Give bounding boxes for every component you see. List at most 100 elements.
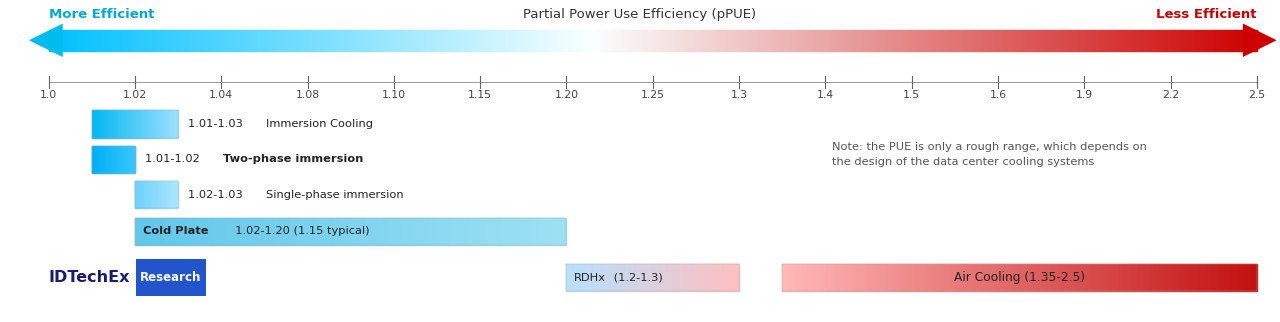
Bar <box>584 30 586 51</box>
Bar <box>308 30 311 51</box>
Bar <box>582 264 584 291</box>
Bar <box>666 264 667 291</box>
Bar <box>956 264 960 291</box>
Bar <box>804 30 806 51</box>
Bar <box>617 30 620 51</box>
Bar <box>686 264 687 291</box>
Bar <box>1166 264 1170 291</box>
Bar <box>250 218 253 245</box>
Bar <box>730 264 731 291</box>
Bar <box>306 30 308 51</box>
Bar <box>884 264 890 291</box>
Bar <box>169 30 173 51</box>
Bar <box>1087 264 1091 291</box>
Bar <box>572 264 573 291</box>
Bar <box>556 30 559 51</box>
Bar <box>493 30 495 51</box>
Bar <box>228 218 232 245</box>
Bar <box>1084 30 1088 51</box>
Bar <box>1103 30 1106 51</box>
Bar <box>922 30 924 51</box>
Bar <box>498 218 502 245</box>
Bar <box>1115 264 1119 291</box>
Bar <box>1091 264 1094 291</box>
Bar <box>275 218 279 245</box>
Bar <box>91 30 93 51</box>
Bar <box>632 264 634 291</box>
Bar <box>1020 264 1024 291</box>
Bar <box>278 30 282 51</box>
Bar <box>556 218 559 245</box>
Bar <box>214 218 218 245</box>
Bar <box>188 30 191 51</box>
Bar <box>995 30 997 51</box>
Text: 1.0: 1.0 <box>40 90 58 100</box>
Bar <box>676 264 677 291</box>
Bar <box>904 30 906 51</box>
Bar <box>1030 30 1033 51</box>
Bar <box>1134 264 1138 291</box>
Bar <box>594 264 595 291</box>
Bar <box>355 218 358 245</box>
Bar <box>822 264 826 291</box>
Bar <box>575 264 576 291</box>
Bar <box>351 218 355 245</box>
Bar <box>640 264 641 291</box>
Bar <box>1051 264 1055 291</box>
Bar <box>387 218 390 245</box>
Bar <box>664 30 668 51</box>
Bar <box>337 218 340 245</box>
Bar <box>362 30 366 51</box>
Bar <box>873 264 877 291</box>
Bar <box>599 30 602 51</box>
Bar <box>562 30 566 51</box>
Bar <box>207 218 210 245</box>
Bar <box>51 30 55 51</box>
Bar <box>92 146 134 173</box>
Bar <box>837 264 842 291</box>
Bar <box>343 218 347 245</box>
Bar <box>227 30 230 51</box>
Bar <box>279 218 283 245</box>
Bar <box>897 30 901 51</box>
Bar <box>499 30 502 51</box>
Bar <box>611 30 613 51</box>
Bar <box>961 30 964 51</box>
Bar <box>1212 30 1215 51</box>
Bar <box>655 264 657 291</box>
Bar <box>357 30 360 51</box>
Bar <box>948 264 952 291</box>
Bar <box>920 264 924 291</box>
Bar <box>297 30 300 51</box>
Bar <box>1064 264 1068 291</box>
Bar <box>453 30 457 51</box>
Bar <box>372 218 376 245</box>
Bar <box>134 181 178 209</box>
Bar <box>737 30 740 51</box>
Bar <box>82 30 84 51</box>
Bar <box>1042 30 1046 51</box>
Bar <box>317 30 320 51</box>
Bar <box>641 264 643 291</box>
Bar <box>301 218 303 245</box>
Bar <box>242 30 244 51</box>
Bar <box>372 30 375 51</box>
Bar <box>631 30 635 51</box>
Bar <box>1139 30 1142 51</box>
Bar <box>786 30 788 51</box>
Text: 1.15: 1.15 <box>468 90 493 100</box>
Text: 1.6: 1.6 <box>989 90 1006 100</box>
Bar <box>716 264 718 291</box>
Bar <box>142 30 146 51</box>
Bar <box>599 264 602 291</box>
Bar <box>335 30 339 51</box>
Bar <box>513 30 517 51</box>
Bar <box>131 30 133 51</box>
Bar <box>233 30 236 51</box>
Bar <box>982 30 986 51</box>
Bar <box>1162 264 1166 291</box>
Bar <box>919 30 922 51</box>
Bar <box>1024 264 1028 291</box>
Bar <box>849 30 852 51</box>
Bar <box>1070 30 1073 51</box>
